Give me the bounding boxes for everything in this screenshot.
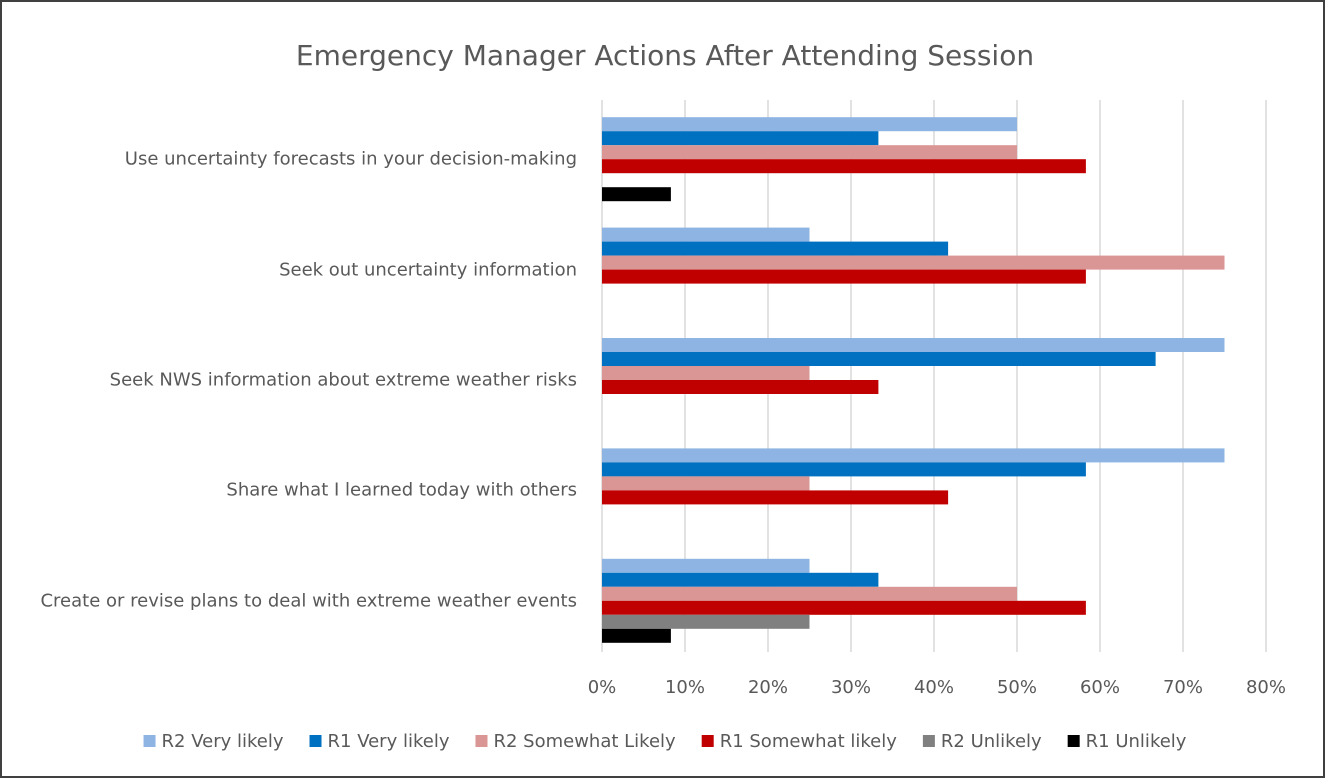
x-tick-label: 70% xyxy=(1163,677,1203,698)
x-tick-label: 30% xyxy=(831,677,871,698)
bar xyxy=(602,572,879,587)
legend-swatch xyxy=(475,735,488,747)
bar xyxy=(602,476,810,491)
bar xyxy=(602,255,1225,270)
bar xyxy=(602,159,1086,174)
legend-label: R2 Unlikely xyxy=(941,731,1042,752)
y-tick-label: Create or revise plans to deal with extr… xyxy=(40,590,577,612)
legend-swatch xyxy=(922,735,935,747)
legend-label: R1 Very likely xyxy=(328,731,450,752)
bar xyxy=(602,366,810,380)
bar xyxy=(602,558,810,573)
legend-swatch xyxy=(143,735,156,747)
legend-label: R2 Very likely xyxy=(162,731,284,752)
legend-label: R1 Unlikely xyxy=(1086,731,1187,752)
y-tick-label: Seek NWS information about extreme weath… xyxy=(109,369,577,391)
bar xyxy=(602,187,671,202)
x-tick-label: 60% xyxy=(1080,677,1120,698)
x-tick-label: 0% xyxy=(588,677,617,698)
bar xyxy=(602,462,1086,477)
x-tick-label: 10% xyxy=(665,677,705,698)
x-tick-label: 40% xyxy=(914,677,954,698)
legend-label: R1 Somewhat likely xyxy=(720,731,898,752)
x-tick-label: 20% xyxy=(748,677,788,698)
bar xyxy=(602,117,1017,132)
legend-swatch xyxy=(309,735,322,747)
bar xyxy=(602,614,810,629)
y-tick-label: Share what I learned today with others xyxy=(226,479,577,501)
legend-label: R2 Somewhat Likely xyxy=(493,731,676,752)
legend-swatch xyxy=(701,735,714,747)
x-tick-label: 50% xyxy=(997,677,1037,698)
bar xyxy=(602,380,879,394)
bar xyxy=(602,227,810,242)
bar xyxy=(602,145,1017,160)
bar xyxy=(602,338,1225,352)
chart-title: Emergency Manager Actions After Attendin… xyxy=(296,39,1034,72)
bar xyxy=(602,600,1086,615)
y-tick-label: Seek out uncertainty information xyxy=(279,259,577,281)
bar xyxy=(602,628,671,643)
bar xyxy=(602,352,1156,366)
y-tick-label: Use uncertainty forecasts in your decisi… xyxy=(124,148,577,170)
legend-swatch xyxy=(1067,735,1080,747)
x-tick-label: 80% xyxy=(1246,677,1286,698)
bar xyxy=(602,586,1017,601)
bar xyxy=(602,269,1086,284)
bar xyxy=(602,131,879,146)
bar xyxy=(602,448,1225,463)
bar xyxy=(602,490,949,505)
bar xyxy=(602,241,949,256)
